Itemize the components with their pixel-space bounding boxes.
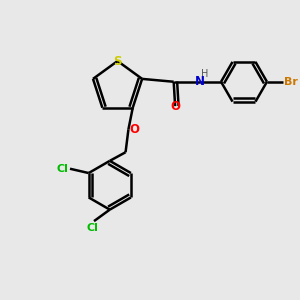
Text: O: O (170, 100, 180, 112)
Text: O: O (130, 123, 140, 136)
Text: Cl: Cl (87, 223, 98, 233)
Text: Br: Br (284, 77, 298, 87)
Text: N: N (194, 75, 205, 88)
Text: S: S (113, 55, 122, 68)
Text: Cl: Cl (57, 164, 69, 174)
Text: H: H (201, 69, 208, 79)
